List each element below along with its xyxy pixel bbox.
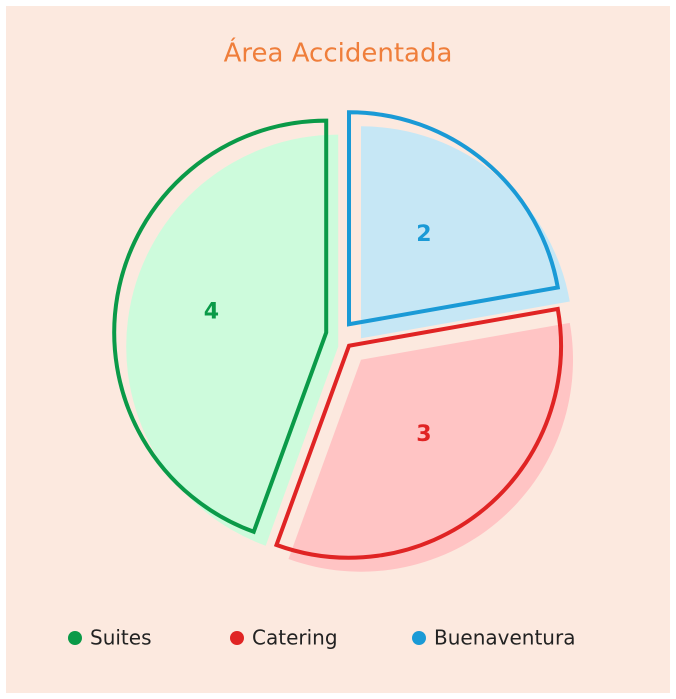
legend-label: Suites — [90, 626, 152, 650]
legend-marker — [68, 631, 82, 645]
chart-title: Área Accidentada — [224, 37, 453, 69]
slice — [112, 118, 329, 535]
legend-marker — [412, 631, 426, 645]
data-label: 3 — [416, 422, 431, 447]
slice-fill — [288, 322, 573, 572]
slice-fill — [360, 126, 570, 339]
slice — [346, 110, 561, 327]
slice — [273, 306, 563, 560]
legend-marker — [230, 631, 244, 645]
data-label: 2 — [416, 222, 431, 247]
data-label: 4 — [204, 299, 219, 324]
legend-label: Buenaventura — [434, 626, 575, 650]
legend-label: Catering — [252, 626, 338, 650]
